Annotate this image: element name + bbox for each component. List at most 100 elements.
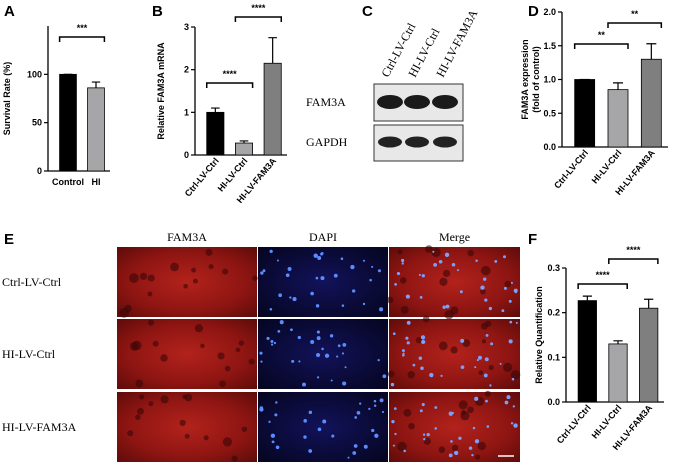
nucleus [310,291,314,296]
nucleus [274,413,278,417]
nucleus [468,446,473,450]
nucleus [511,377,515,381]
texture [184,433,190,439]
texture [252,275,258,281]
texture [238,340,245,346]
texture [241,426,248,432]
bar [263,62,282,156]
nucleus [279,320,284,325]
nucleus [316,336,321,341]
panel-label: A [4,3,15,20]
y-tick-label: 0 [184,150,189,160]
texture [431,247,441,258]
row-label: HI-LV-Ctrl [2,347,56,361]
nucleus [514,290,517,294]
blot-band [433,136,457,148]
nucleus [269,307,273,311]
texture [160,354,168,362]
significance-label: **** [596,270,611,280]
nucleus [432,250,435,253]
nucleus [341,304,345,307]
nucleus [434,427,438,430]
nucleus [419,295,423,299]
nucleus [369,278,372,282]
significance-bracket [607,22,663,28]
y-tick-label: 0 [37,166,42,176]
column-label: FAM3A [167,230,207,244]
nucleus [433,262,438,267]
nucleus [448,411,453,416]
panel-label: C [362,3,373,20]
significance-label: **** [626,245,641,255]
micrograph [258,247,388,317]
texture [129,273,139,283]
texture [219,380,226,388]
nucleus [480,285,485,290]
nucleus [510,422,514,425]
nucleus [418,356,423,360]
panel-label: B [152,3,163,20]
texture [147,291,153,297]
nucleus [342,381,347,386]
texture [208,264,214,270]
nucleus [420,335,426,340]
significance-bracket [58,36,106,42]
chart: D 0.0 0.5 1.0 1.5 2.0 FAM3A expression (fold of… [520,3,668,197]
bar [87,87,105,172]
texture [148,319,155,326]
texture [503,362,513,372]
nucleus [341,352,345,355]
y-tick-label: 0.5 [543,108,556,118]
y-tick-label: 1.5 [543,41,556,51]
x-tick-label: Ctrl-LV-Ctrl [555,403,593,446]
micrograph [389,247,520,317]
nucleus [401,258,405,263]
nucleus [266,336,270,341]
nucleus [501,309,505,313]
texture [386,296,394,304]
y-tick-label: 0.1 [547,352,560,362]
nucleus [503,286,507,290]
texture [403,408,412,417]
nucleus [271,440,275,444]
texture [442,269,451,278]
chart: A 0 50 100 Survival Rate (%) Control HI *** [2,3,110,187]
blot-band [378,136,402,148]
nucleus [352,451,357,455]
nucleus [363,444,368,449]
bar [234,142,253,156]
nucleus [298,360,301,363]
nucleus [344,366,347,369]
row-label: GAPDH [306,135,348,149]
texture [387,370,395,378]
nucleus [322,419,327,424]
error-bar [646,43,657,60]
texture [444,310,454,320]
nucleus [354,416,358,419]
panel-label: E [4,231,14,248]
nucleus [475,259,478,263]
texture [205,248,213,256]
texture [192,278,198,284]
error-bar [644,298,654,309]
nucleus [278,293,282,298]
nucleus [303,435,307,439]
texture [191,267,197,273]
nucleus [270,343,274,346]
texture [425,245,433,253]
texture [438,341,448,351]
nucleus [434,406,438,409]
texture [400,277,407,284]
nucleus [458,436,462,440]
nucleus [450,440,453,443]
y-axis-title: Relative FAM3A mRNA [156,42,166,140]
nucleus [494,260,498,263]
texture [397,441,407,452]
micrograph [117,319,257,389]
texture [400,305,409,314]
nucleus [315,352,321,358]
x-tick-label: Control [52,177,84,187]
y-axis-title: (fold of control) [531,46,541,112]
bar [59,73,77,172]
nucleus [302,382,306,387]
